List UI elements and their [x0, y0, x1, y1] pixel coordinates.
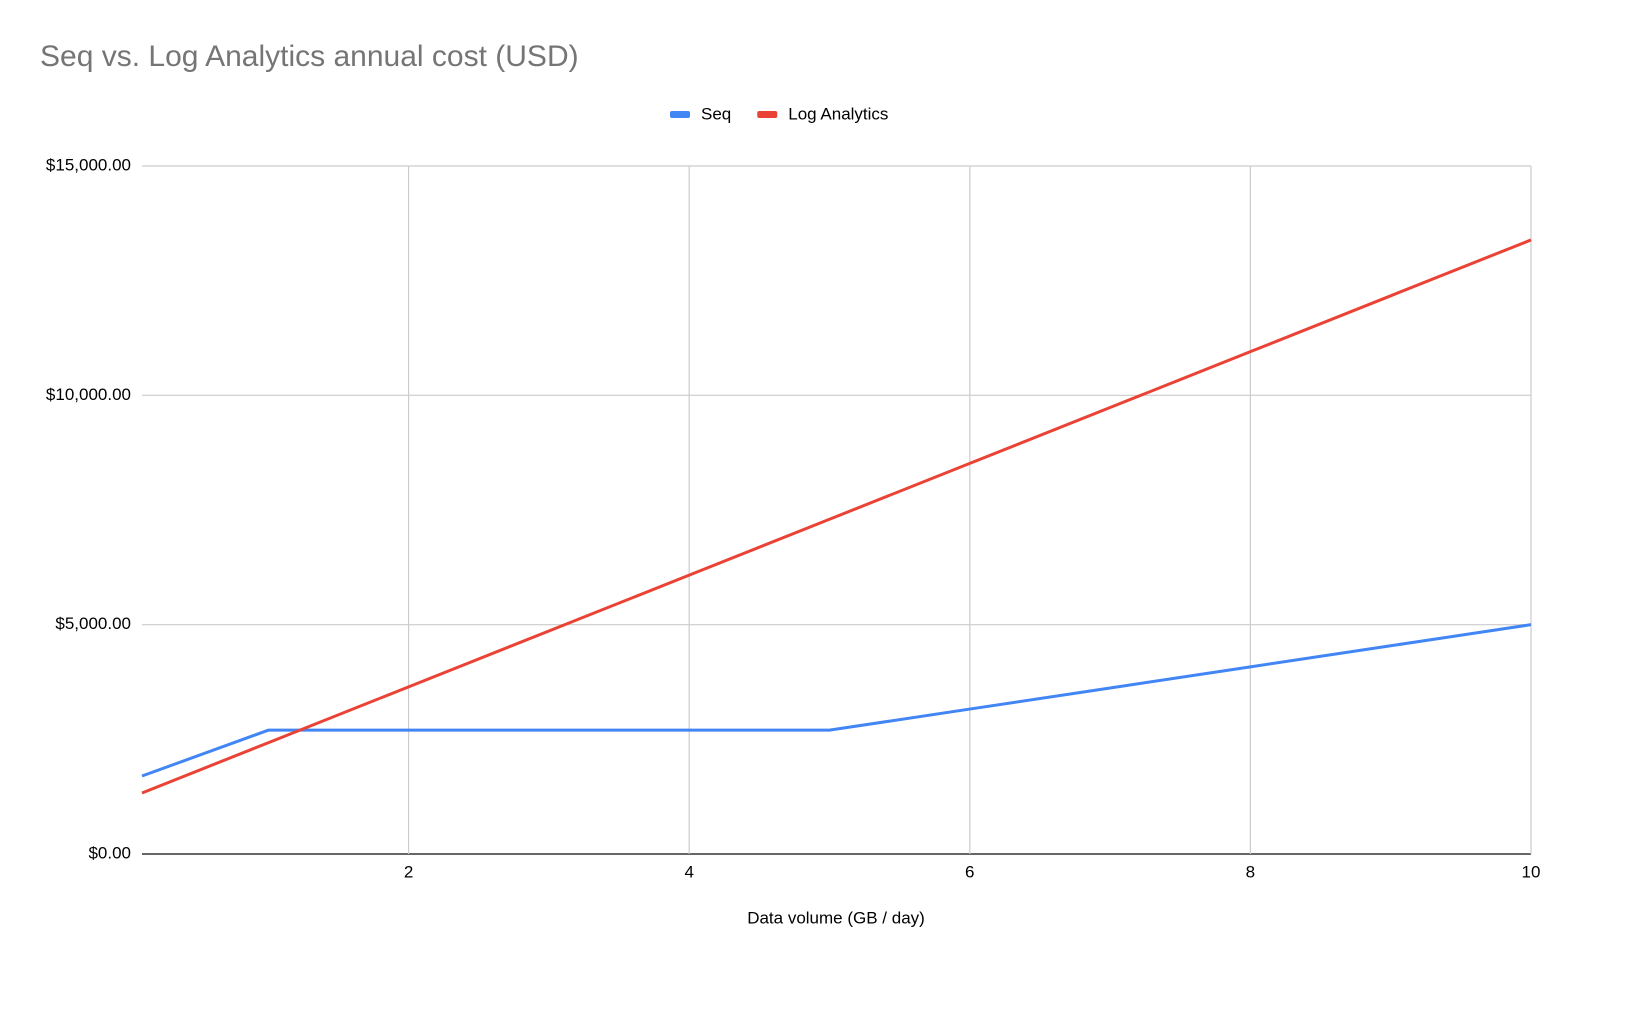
- series-line: [141, 623, 1532, 778]
- legend-swatch: [670, 111, 690, 118]
- y-tick-label: $0.00: [88, 843, 131, 862]
- y-tick-label: $15,000.00: [46, 155, 131, 174]
- y-tick-label: $10,000.00: [46, 385, 131, 404]
- legend-swatch: [757, 111, 778, 118]
- x-tick-label: 2: [404, 862, 413, 881]
- x-tick-label: 10: [1522, 862, 1541, 881]
- x-tick-label: 8: [1246, 862, 1255, 881]
- x-axis-label: Data volume (GB / day): [747, 908, 925, 927]
- chart-title: Seq vs. Log Analytics annual cost (USD): [40, 40, 579, 73]
- series-line: [141, 238, 1532, 795]
- x-tick-label: 4: [684, 862, 693, 881]
- legend-label: Log Analytics: [788, 104, 888, 123]
- y-tick-label: $5,000.00: [55, 614, 131, 633]
- legend-label: Seq: [701, 104, 731, 123]
- x-tick-label: 6: [965, 862, 974, 881]
